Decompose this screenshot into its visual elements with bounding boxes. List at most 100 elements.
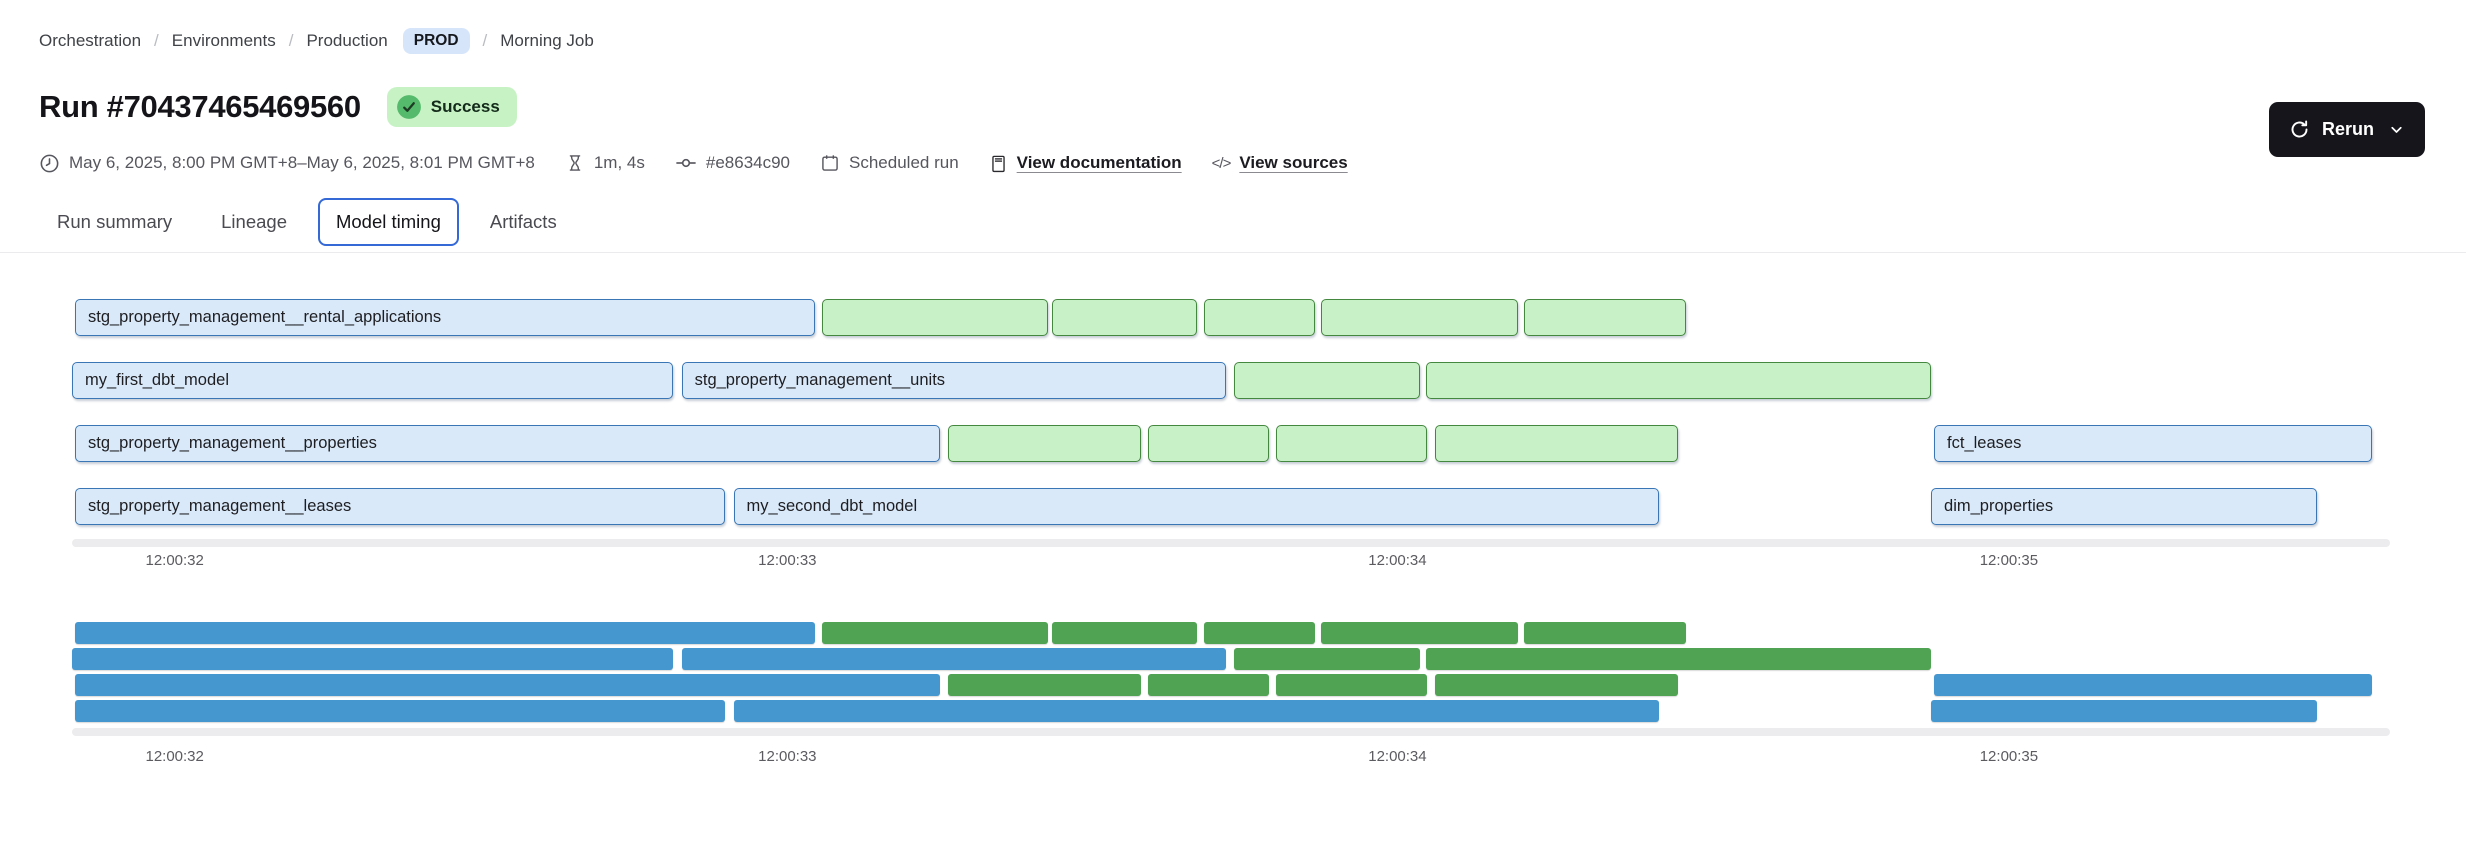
gantt-row: stg_property_management__leases my_second… [72, 488, 2390, 525]
minimap-bar-test [822, 622, 1048, 644]
gantt-bar-model[interactable]: stg_property_management__rental_applicat… [75, 299, 816, 336]
minimap-bar-test [1051, 622, 1198, 644]
minimap-time-axis: 12:00:32 12:00:33 12:00:34 12:00:35 [72, 748, 2390, 768]
run-tabs: Run summary Lineage Model timing Artifac… [39, 198, 2466, 246]
gantt-bar-test[interactable] [1434, 425, 1679, 462]
minimap-bar-model [681, 648, 1227, 670]
status-label: Success [430, 97, 500, 116]
minimap-row [72, 622, 2390, 644]
gantt-bar-test[interactable] [1203, 299, 1316, 336]
gantt-bar-test[interactable] [1426, 362, 1932, 399]
page-title: Run #70437465469560 [39, 89, 361, 124]
rerun-button[interactable]: Rerun [2268, 102, 2425, 157]
minimap-bar-test [1434, 674, 1679, 696]
refresh-icon [2289, 119, 2310, 140]
clock-icon [39, 153, 60, 174]
minimap-bar-test [1233, 648, 1421, 670]
gantt-chart: stg_property_management__rental_applicat… [72, 299, 2390, 525]
gantt-bar-test[interactable] [1233, 362, 1421, 399]
breadcrumb-job[interactable]: Morning Job [500, 31, 594, 50]
axis-tick-label: 12:00:32 [145, 748, 204, 765]
commit-sha: #e8634c90 [675, 152, 790, 174]
gantt-bar-test[interactable] [1275, 425, 1428, 462]
gantt-bar-model[interactable]: my_first_dbt_model [72, 362, 673, 399]
minimap-bar-test [1147, 674, 1270, 696]
horizontal-scrollbar[interactable] [72, 539, 2390, 547]
gantt-bar-label: fct_leases [1947, 434, 2022, 452]
gantt-bar-label: dim_properties [1944, 497, 2054, 515]
title-row: Run #70437465469560 Success [39, 87, 2425, 127]
run-duration: 1m, 4s [565, 153, 645, 173]
minimap-bar-test [1321, 622, 1518, 644]
breadcrumb: Orchestration / Environments / Productio… [39, 28, 2425, 54]
gantt-row: stg_property_management__properties fct_l… [72, 425, 2390, 462]
gantt-bar-label: stg_property_management__units [694, 371, 946, 389]
gantt-bar-label: my_second_dbt_model [746, 497, 918, 515]
minimap-bar-test [1275, 674, 1428, 696]
minimap-bar-test [1203, 622, 1316, 644]
model-timing-chart: stg_property_management__rental_applicat… [72, 299, 2390, 768]
run-meta: May 6, 2025, 8:00 PM GMT+8–May 6, 2025, … [39, 152, 2425, 174]
tab-model-timing[interactable]: Model timing [317, 198, 459, 246]
minimap-bar-model [75, 700, 725, 722]
breadcrumb-production[interactable]: Production [306, 31, 388, 50]
rerun-label: Rerun [2321, 119, 2374, 139]
hourglass-icon [565, 153, 585, 173]
gantt-bar-model[interactable]: dim_properties [1931, 488, 2318, 525]
gantt-bar-test[interactable] [948, 425, 1141, 462]
axis-tick-label: 12:00:33 [758, 552, 817, 569]
minimap-bar-model [72, 648, 673, 670]
gantt-bar-label: stg_property_management__properties [88, 434, 377, 452]
run-header: Orchestration / Environments / Productio… [0, 0, 2466, 174]
time-axis: 12:00:32 12:00:33 12:00:34 12:00:35 [72, 552, 2390, 572]
breadcrumb-orchestration[interactable]: Orchestration [39, 31, 142, 50]
gantt-bar-label: stg_property_management__leases [88, 497, 352, 515]
tab-lineage[interactable]: Lineage [221, 211, 287, 232]
minimap-bar-model [1934, 674, 2373, 696]
gantt-bar-model[interactable]: stg_property_management__properties [75, 425, 941, 462]
view-documentation-link[interactable]: View documentation [989, 153, 1182, 174]
minimap-scrollbar[interactable] [72, 728, 2390, 736]
minimap-bar-test [1426, 648, 1932, 670]
minimap-bar-test [948, 674, 1141, 696]
gantt-bar-test[interactable] [1147, 425, 1270, 462]
status-badge: Success [386, 87, 517, 127]
breadcrumb-separator: / [482, 31, 488, 50]
gantt-bar-model[interactable]: stg_property_management__units [681, 362, 1227, 399]
run-time-range: May 6, 2025, 8:00 PM GMT+8–May 6, 2025, … [39, 153, 535, 174]
gantt-bar-test[interactable] [1523, 299, 1687, 336]
tab-run-summary[interactable]: Run summary [57, 211, 173, 232]
view-sources-link[interactable]: </> View sources [1211, 153, 1348, 172]
timing-minimap[interactable] [72, 622, 2390, 722]
minimap-bar-model [733, 700, 1659, 722]
gantt-row: my_first_dbt_model stg_property_managemen… [72, 362, 2390, 399]
breadcrumb-separator: / [154, 31, 159, 50]
tab-artifacts[interactable]: Artifacts [489, 211, 557, 232]
gantt-bar-model[interactable]: fct_leases [1934, 425, 2373, 462]
environment-badge: PROD [402, 28, 470, 54]
gantt-bar-model[interactable]: my_second_dbt_model [733, 488, 1659, 525]
gantt-bar-label: my_first_dbt_model [85, 371, 229, 389]
chevron-down-icon [2388, 121, 2405, 138]
minimap-row [72, 674, 2390, 696]
commit-icon [675, 152, 697, 174]
axis-tick-label: 12:00:34 [1368, 748, 1427, 765]
minimap-bar-model [75, 622, 816, 644]
run-trigger: Scheduled run [820, 153, 959, 173]
gantt-bar-test[interactable] [1051, 299, 1198, 336]
minimap-row [72, 648, 2390, 670]
gantt-bar-model[interactable]: stg_property_management__leases [75, 488, 725, 525]
gantt-bar-test[interactable] [822, 299, 1048, 336]
axis-tick-label: 12:00:33 [758, 748, 817, 765]
minimap-bar-test [1523, 622, 1687, 644]
breadcrumb-environments[interactable]: Environments [171, 31, 276, 50]
code-icon: </> [1211, 154, 1232, 172]
minimap-bar-model [75, 674, 941, 696]
breadcrumb-separator: / [288, 31, 294, 50]
gantt-bar-test[interactable] [1321, 299, 1518, 336]
documentation-icon [989, 153, 1008, 174]
success-check-icon [396, 94, 422, 120]
gantt-bar-label: stg_property_management__rental_applicat… [88, 308, 442, 326]
axis-tick-label: 12:00:32 [145, 552, 204, 569]
